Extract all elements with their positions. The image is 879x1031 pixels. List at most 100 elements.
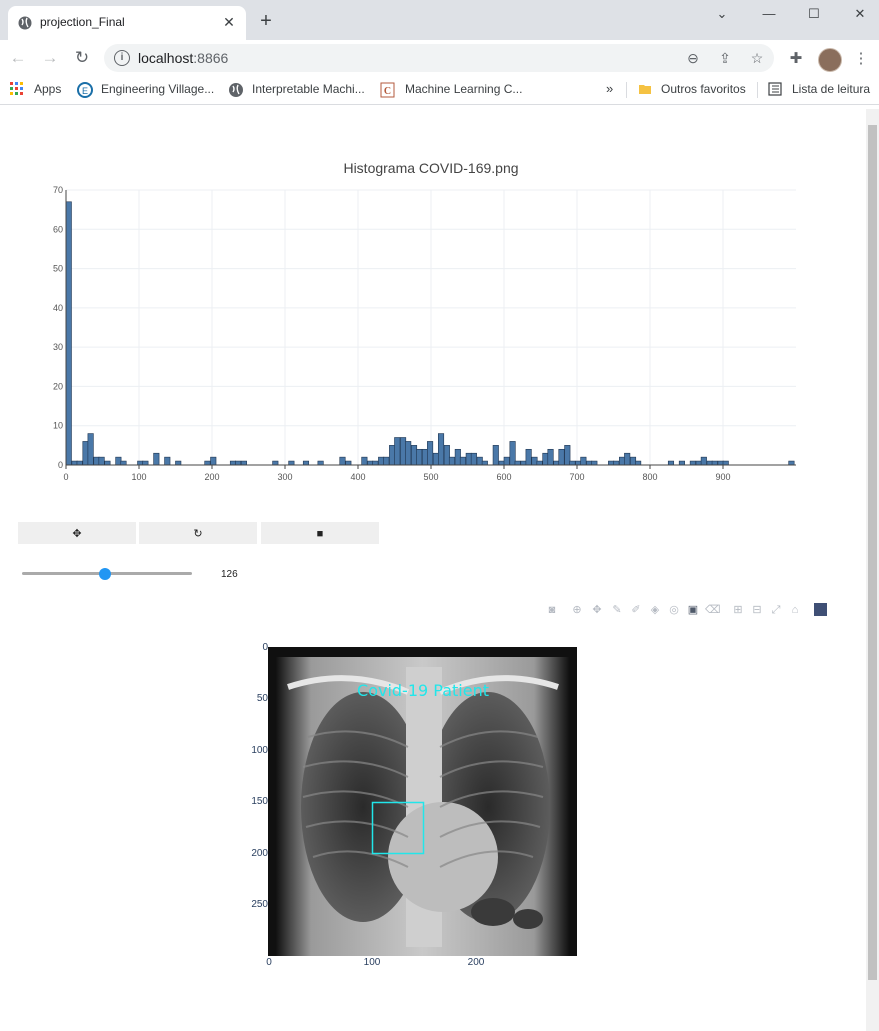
move-button[interactable]: ✥	[18, 522, 136, 544]
extensions-icon[interactable]: ✚	[789, 50, 803, 67]
save-button[interactable]: ■	[261, 522, 379, 544]
region-box	[371, 801, 425, 855]
x-tick-label: 400	[350, 472, 365, 482]
x-tick-label: 700	[569, 472, 584, 482]
refresh-button[interactable]: ↻	[139, 522, 257, 544]
bookmark-star-icon[interactable]: ☆	[750, 50, 764, 66]
histogram-bar	[711, 460, 718, 466]
histogram-bar	[240, 460, 247, 466]
draw-circle-icon[interactable]: ◎	[669, 604, 679, 616]
histogram-bar	[476, 456, 483, 466]
plotly-logo-icon[interactable]	[814, 603, 827, 616]
bookmark-outros-favoritos[interactable]: Outros favoritos	[661, 82, 746, 96]
histogram-bar	[459, 456, 466, 466]
close-window-button[interactable]: ✕	[854, 6, 866, 21]
histogram-bar	[317, 460, 324, 466]
histogram-bar	[788, 460, 795, 466]
autoscale-icon[interactable]: ⤢	[771, 604, 781, 616]
histogram-bar	[635, 460, 642, 466]
menu-icon[interactable]: ⋮	[853, 50, 869, 67]
zoom-icon[interactable]: ⊖	[687, 50, 699, 66]
site-info-icon[interactable]: i	[114, 50, 130, 66]
minimize-button[interactable]: —	[762, 6, 776, 21]
browser-toolbar: ← → ↻ i localhost:8866 ⊖ ⇪ ☆ ✚ ⋮	[0, 40, 879, 76]
forward-button[interactable]: →	[41, 48, 59, 67]
histogram-bar	[492, 445, 499, 466]
histogram-bar	[235, 460, 242, 466]
bookmark-interpretable-ml[interactable]: Interpretable Machi...	[252, 82, 365, 96]
x-tick-label: 0	[63, 472, 68, 482]
camera-icon[interactable]: ◙	[548, 604, 556, 616]
threshold-slider-value: 126	[221, 569, 238, 580]
pan-icon[interactable]: ✥	[592, 604, 602, 616]
histogram-bar	[98, 456, 105, 466]
bookmark-ml-course[interactable]: Machine Learning C...	[405, 82, 523, 96]
histogram-bar	[153, 452, 160, 466]
histogram-bar	[443, 445, 450, 466]
histogram-bar	[93, 456, 100, 466]
y-tick: 150	[251, 796, 268, 807]
maximize-button[interactable]: ☐	[808, 6, 820, 21]
page-scrollbar-thumb[interactable]	[868, 125, 877, 980]
histogram-bar	[427, 441, 434, 466]
avatar[interactable]	[818, 48, 842, 72]
draw-closed-path-icon[interactable]: ◈	[650, 604, 660, 616]
erase-shape-icon[interactable]: ⌫	[705, 604, 721, 616]
histogram-bar	[547, 448, 554, 466]
draw-rect-icon[interactable]: ▣	[687, 604, 699, 616]
move-icon: ✥	[72, 528, 82, 540]
reading-list-icon	[768, 82, 784, 98]
histogram-bar	[586, 460, 593, 466]
histogram-bar	[575, 460, 582, 466]
close-tab-icon[interactable]: ✕	[223, 14, 235, 30]
back-button[interactable]: ←	[9, 48, 27, 67]
address-bar[interactable]: i localhost:8866 ⊖ ⇪ ☆	[104, 44, 774, 72]
histogram-bar	[302, 460, 310, 466]
save-icon: ■	[316, 528, 324, 540]
apps-grid-icon	[10, 82, 26, 98]
bookmark-apps[interactable]: Apps	[34, 82, 62, 96]
histogram-bar	[689, 460, 696, 466]
histogram-bar	[76, 460, 83, 466]
zoom-icon[interactable]: ⊕	[572, 604, 582, 616]
histogram-title: Histograma COVID-169.png	[343, 160, 519, 176]
reload-button[interactable]: ↻	[74, 48, 90, 67]
histogram-bar	[667, 460, 675, 466]
xray-image[interactable]	[268, 647, 578, 957]
threshold-slider-handle[interactable]	[99, 568, 112, 580]
histogram-bar	[700, 456, 707, 466]
histogram-bar	[389, 445, 396, 466]
histogram-bar	[536, 460, 543, 466]
draw-open-path-icon[interactable]: ✐	[631, 604, 641, 616]
more-bookmarks-icon[interactable]: »	[606, 81, 614, 96]
histogram-bar	[432, 452, 439, 466]
new-tab-button[interactable]: +	[260, 10, 272, 32]
browser-tab[interactable]: projection_Final ✕	[8, 6, 246, 40]
engineering-village-icon: E	[77, 82, 93, 98]
xray-annotation: Covid-19 Patient	[357, 681, 489, 700]
bookmark-lista-de-leitura[interactable]: Lista de leitura	[792, 82, 871, 96]
y-tick-label: 40	[53, 303, 63, 313]
histogram-bar	[288, 460, 295, 466]
histogram-bar	[470, 452, 477, 466]
c-icon: C	[380, 82, 396, 98]
histogram-bar	[164, 456, 171, 466]
share-icon[interactable]: ⇪	[719, 50, 731, 66]
histogram-bar	[82, 441, 89, 466]
x-tick: 200	[467, 957, 485, 968]
histogram-bar	[498, 460, 505, 466]
histogram-bar	[65, 201, 72, 466]
reset-axes-icon[interactable]: ⌂	[791, 604, 799, 616]
histogram-bar	[383, 456, 390, 466]
histogram-bar	[416, 448, 423, 466]
draw-line-icon[interactable]: ✎	[612, 604, 622, 616]
tab-search-icon[interactable]: ⌄	[716, 6, 728, 21]
x-tick-label: 100	[131, 472, 146, 482]
y-tick-label: 70	[53, 185, 63, 195]
histogram-bar	[531, 456, 538, 466]
zoom-in-icon[interactable]: ⊞	[733, 604, 743, 616]
histogram-bar	[175, 460, 182, 466]
histogram-bar	[569, 460, 576, 466]
zoom-out-icon[interactable]: ⊟	[752, 604, 762, 616]
bookmark-engineering-village[interactable]: Engineering Village...	[101, 82, 215, 96]
